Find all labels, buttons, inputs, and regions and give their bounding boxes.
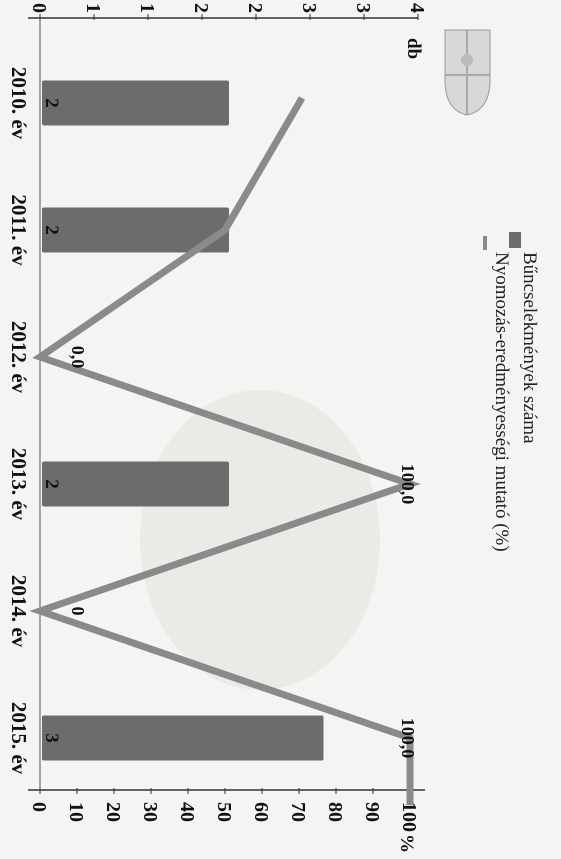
left-axis-tick-label: 3 — [352, 3, 374, 13]
line-value-label: 0,0 — [68, 346, 88, 369]
legend-line-swatch — [483, 236, 487, 250]
bar-value-label: 3 — [41, 733, 62, 743]
right-axis-tick-label: 30 — [139, 802, 161, 822]
bar-value-label: 2 — [41, 98, 62, 108]
right-axis-tick-label: 20 — [102, 802, 124, 822]
bar — [42, 715, 324, 761]
line-value-label: 100,0 — [398, 464, 418, 505]
bar-value-label: 2 — [41, 225, 62, 235]
right-axis-tick-label: 0 — [28, 802, 50, 812]
left-axis-tick-label: 2 — [244, 3, 266, 13]
bars — [42, 80, 324, 761]
left-axis-tick-label: 2 — [190, 3, 212, 13]
coat-of-arms-logo — [444, 29, 491, 116]
right-axis-tick-label: 70 — [287, 802, 309, 822]
right-axis-label: % — [396, 834, 417, 853]
right-axis-tick-label: 50 — [213, 802, 235, 822]
left-axis-tick-label: 1 — [82, 3, 104, 13]
right-axis-tick-label: 90 — [361, 802, 383, 822]
line-path — [29, 96, 421, 805]
bar — [42, 461, 229, 507]
line-series — [29, 96, 421, 805]
bar — [42, 207, 229, 253]
category-label: 2013. év — [7, 448, 31, 521]
left-axis-tick-label: 4 — [406, 3, 428, 13]
line-value-label: 100,0 — [398, 718, 418, 759]
right-axis-tick-label: 60 — [250, 802, 272, 822]
category-label: 2010. év — [7, 67, 31, 140]
data-labels: 2 2 2 3 0,0 100,0 0 100,0 — [41, 98, 418, 758]
right-axis-tick-label: 80 — [324, 802, 346, 822]
right-axis-tick-label: 100 — [398, 802, 420, 832]
legend: Bűncselekmények száma Nyomozás-eredménye… — [483, 232, 540, 552]
left-axis-label: db — [403, 38, 424, 59]
bar-value-label: 2 — [41, 479, 62, 489]
bar — [42, 80, 229, 126]
left-axis-tick-label: 0 — [28, 3, 50, 13]
left-axis-tick-label: 1 — [136, 3, 158, 13]
line-value-label: 0 — [68, 607, 88, 616]
legend-bar-swatch — [509, 232, 521, 248]
category-label: 2015. év — [7, 702, 31, 775]
category-label: 2012. év — [7, 321, 31, 394]
legend-bar-label: Bűncselekmények száma — [519, 252, 540, 444]
legend-line-label: Nyomozás-eredményességi mutató (%) — [491, 252, 512, 552]
category-label: 2014. év — [7, 575, 31, 648]
category-label: 2011. év — [7, 194, 31, 266]
right-axis-tick-label: 10 — [65, 802, 87, 822]
left-axis-tick-label: 3 — [298, 3, 320, 13]
right-axis-tick-label: 40 — [176, 802, 198, 822]
